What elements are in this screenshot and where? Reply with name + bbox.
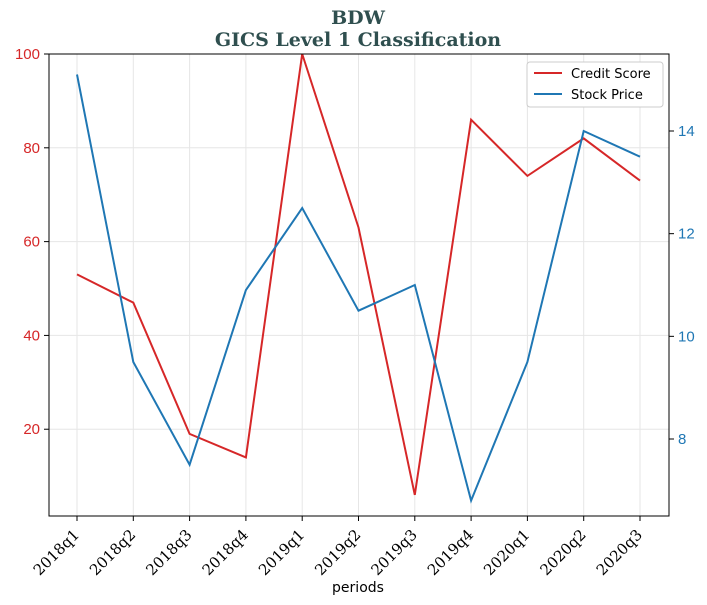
x-tick-label: 2020q1 xyxy=(480,526,533,579)
x-tick-label: 2018q4 xyxy=(199,526,252,579)
left-axis: 20 40 60 80 100 xyxy=(15,46,49,438)
series-layer xyxy=(76,53,641,504)
series-line-stock-price xyxy=(76,74,641,504)
x-axis-label: periods xyxy=(332,580,384,596)
right-tick-label: 10 xyxy=(678,328,695,345)
left-tick-label: 100 xyxy=(15,46,40,63)
legend-label-stock-price: Stock Price xyxy=(571,88,643,103)
right-tick-label: 8 xyxy=(678,431,686,448)
x-tick-label: 2019q3 xyxy=(368,526,421,579)
x-tick-label: 2018q2 xyxy=(86,526,139,579)
x-tick-label: 2020q3 xyxy=(593,526,646,579)
left-tick-label: 80 xyxy=(23,140,40,157)
x-axis: 2018q1 2018q2 2018q3 2018q4 2019q1 2019q2 2019… xyxy=(30,516,646,579)
chart-title: BDW xyxy=(331,7,386,29)
x-tick-label: 2018q3 xyxy=(142,526,195,579)
legend: Credit Score Stock Price xyxy=(526,61,664,108)
left-tick-label: 60 xyxy=(23,234,40,251)
x-tick-label: 2019q1 xyxy=(255,526,308,579)
x-tick-label: 2018q1 xyxy=(30,526,83,579)
series-line-credit-score xyxy=(76,53,641,496)
right-axis: 8 10 12 14 xyxy=(669,123,695,448)
left-tick-label: 20 xyxy=(23,421,40,438)
grid-lines xyxy=(49,53,669,516)
legend-label-credit-score: Credit Score xyxy=(571,67,651,82)
x-tick-label: 2019q4 xyxy=(424,526,477,579)
left-tick-label: 40 xyxy=(23,327,40,344)
x-tick-label: 2020q2 xyxy=(536,526,589,579)
x-tick-label: 2019q2 xyxy=(311,526,364,579)
right-tick-label: 14 xyxy=(678,123,695,140)
right-tick-label: 12 xyxy=(678,226,695,243)
chart-subtitle: GICS Level 1 Classification xyxy=(215,29,501,51)
